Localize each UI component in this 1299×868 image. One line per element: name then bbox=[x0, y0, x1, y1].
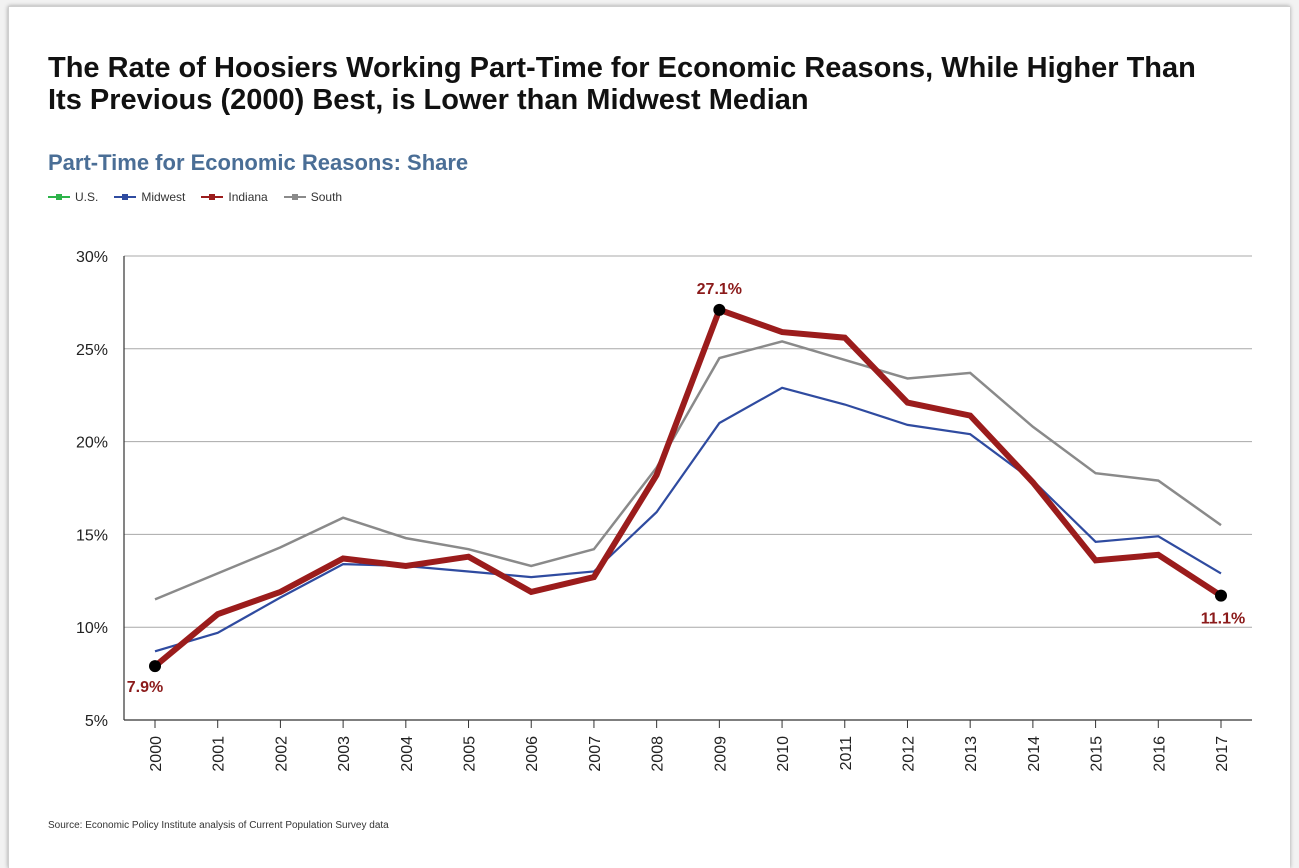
y-tick-label: 30% bbox=[76, 249, 108, 266]
legend-label-south: South bbox=[310, 190, 343, 204]
y-tick-label: 5% bbox=[85, 713, 108, 730]
x-tick-label: 2010 bbox=[775, 736, 792, 772]
x-tick-label: 2014 bbox=[1026, 736, 1043, 772]
x-tick-label: 2017 bbox=[1214, 736, 1231, 772]
annotation-label: 7.9% bbox=[127, 679, 163, 696]
x-tick-label: 2002 bbox=[273, 736, 290, 772]
x-tick-label: 2003 bbox=[336, 736, 353, 772]
legend-swatch-indiana bbox=[201, 194, 224, 200]
x-tick-label: 2008 bbox=[650, 736, 667, 772]
annotation-label: 11.1% bbox=[1201, 611, 1245, 628]
legend-item-midwest: Midwest bbox=[114, 190, 185, 204]
series-line-indiana bbox=[153, 305, 1223, 669]
x-tick-label: 2012 bbox=[900, 736, 917, 772]
y-tick-label: 20% bbox=[76, 435, 108, 452]
legend-swatch-us bbox=[48, 194, 70, 200]
chart-subtitle: Part-Time for Economic Reasons: Share bbox=[48, 150, 469, 175]
y-tick-label: 10% bbox=[76, 620, 108, 637]
annotation-marker bbox=[713, 303, 726, 316]
annotation-marker bbox=[1215, 589, 1227, 602]
legend-label-us: U.S. bbox=[75, 190, 99, 204]
legend-label-midwest: Midwest bbox=[141, 190, 186, 204]
legend-item-us: U.S. bbox=[48, 190, 98, 204]
legend-swatch-midwest bbox=[114, 194, 137, 200]
legend-label-indiana: Indiana bbox=[228, 190, 268, 204]
x-tick-label: 2007 bbox=[587, 736, 604, 772]
y-tick-label: 25% bbox=[76, 342, 108, 359]
x-tick-label: 2013 bbox=[963, 736, 980, 772]
x-tick-label: 2006 bbox=[524, 736, 541, 772]
legend-item-indiana: Indiana bbox=[201, 190, 268, 204]
source-note: Source: Economic Policy Institute analys… bbox=[48, 820, 389, 831]
series-line-south bbox=[154, 340, 1222, 601]
chart-card bbox=[8, 6, 1290, 868]
legend-swatch-south bbox=[283, 194, 306, 200]
x-tick-label: 2011 bbox=[838, 736, 855, 771]
x-tick-label: 2004 bbox=[399, 736, 416, 772]
legend: U.S. Midwest Indiana South bbox=[48, 190, 342, 204]
legend-item-south: South bbox=[283, 190, 343, 204]
x-tick-label: 2015 bbox=[1089, 736, 1106, 772]
x-tick-label: 2005 bbox=[462, 736, 479, 772]
annotation-label: 27.1% bbox=[697, 281, 742, 298]
chart-title: The Rate of Hoosiers Working Part-Time f… bbox=[48, 52, 1196, 116]
y-tick-label: 15% bbox=[76, 527, 108, 544]
x-tick-label: 2000 bbox=[148, 736, 165, 772]
x-tick-label: 2009 bbox=[712, 736, 729, 772]
x-tick-label: 2001 bbox=[211, 736, 228, 772]
x-tick-label: 2016 bbox=[1151, 736, 1168, 772]
annotation-marker bbox=[149, 660, 161, 673]
